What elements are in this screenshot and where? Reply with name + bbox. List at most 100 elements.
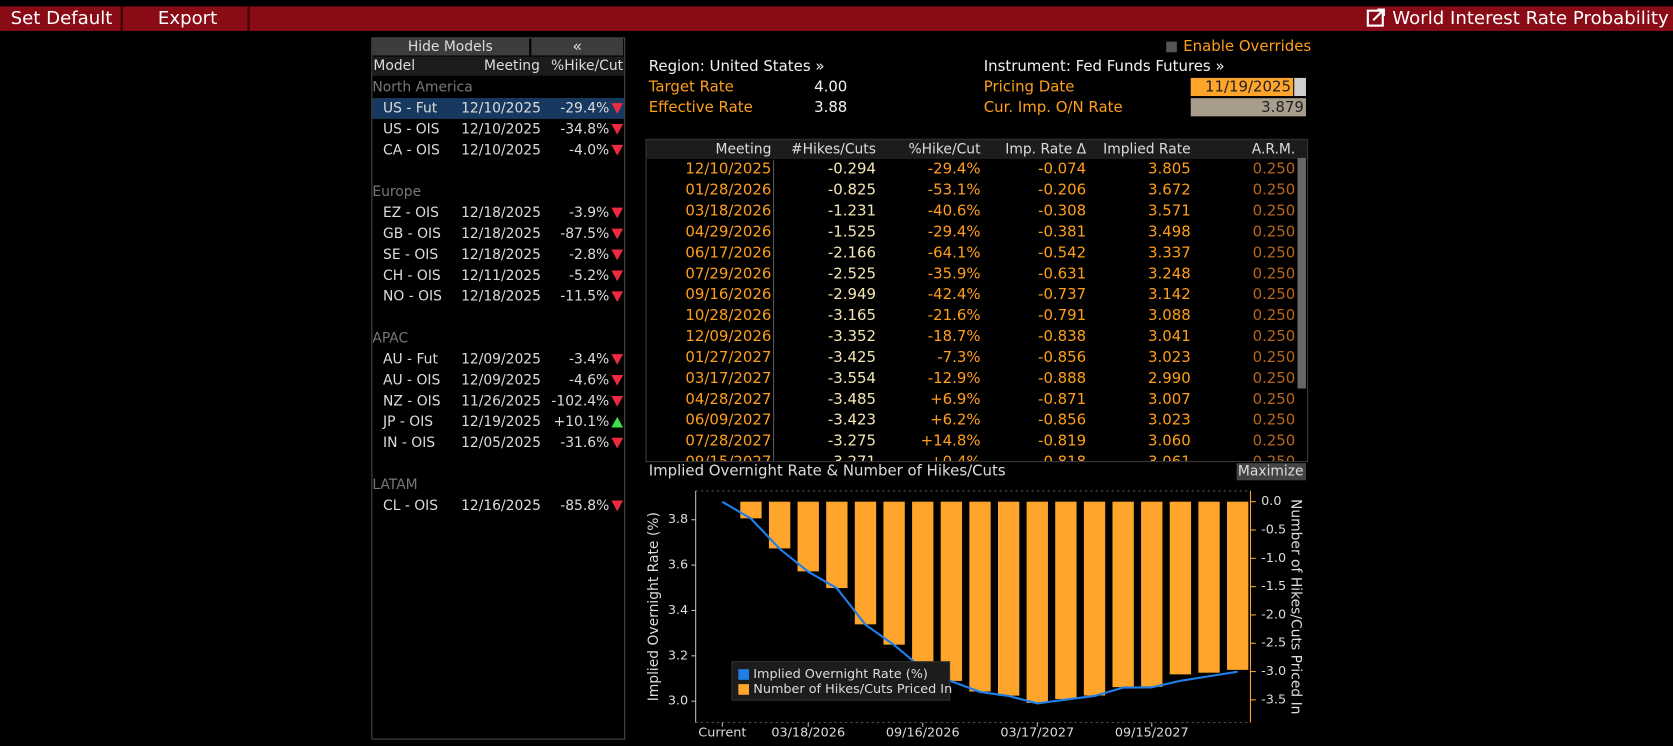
model-name[interactable]: NO - OIS — [383, 289, 442, 305]
bar — [855, 502, 876, 625]
table-cell: -3.275 — [828, 432, 876, 450]
model-name[interactable]: SE - OIS — [383, 247, 438, 263]
table-cell: 12/10/2025 — [685, 160, 771, 178]
table-cell: 0.250 — [1253, 306, 1296, 324]
model-name[interactable]: AU - OIS — [383, 372, 440, 388]
bar — [1084, 502, 1105, 696]
table-header-cell: Imp. Rate Δ — [1005, 141, 1086, 157]
hike-cut-pct: -34.8% — [560, 121, 609, 137]
group-label: North America — [372, 80, 472, 96]
overrides-checkbox[interactable] — [1166, 42, 1177, 53]
table-cell: 3.571 — [1148, 202, 1191, 220]
y-axis-title: Implied Overnight Rate (%) — [646, 512, 662, 701]
meeting-date: 12/18/2025 — [461, 205, 541, 221]
calendar-button[interactable] — [1294, 78, 1306, 96]
table-cell: -0.856 — [1038, 348, 1086, 366]
x-tick-label: Current — [698, 726, 746, 741]
table-cell: 01/27/2027 — [685, 348, 771, 366]
y2-tick-label: -3.0 — [1261, 664, 1286, 679]
bar — [1170, 502, 1191, 675]
hike-cut-pct: -2.8% — [569, 247, 609, 263]
hike-cut-pct: -4.0% — [569, 142, 609, 158]
region-selector[interactable]: Region: United States » — [649, 57, 825, 75]
group-label: APAC — [372, 331, 408, 347]
pricing-date[interactable]: 11/19/2025 — [1205, 78, 1291, 96]
group-label: Europe — [372, 184, 421, 200]
export-button[interactable]: Export — [158, 8, 217, 29]
instrument-selector[interactable]: Instrument: Fed Funds Futures » — [984, 57, 1225, 75]
model-name[interactable]: CH - OIS — [383, 268, 441, 284]
column-header: %Hike/Cut — [551, 58, 624, 74]
bar — [883, 502, 904, 645]
model-name[interactable]: AU - Fut — [383, 351, 438, 367]
table-cell: 3.248 — [1148, 264, 1191, 282]
table-cell: 04/28/2027 — [685, 390, 771, 408]
table-header-cell: %Hike/Cut — [908, 141, 981, 157]
bar — [1055, 502, 1076, 699]
hike-cut-pct: -85.8% — [560, 498, 609, 514]
table-cell: 0.250 — [1253, 390, 1296, 408]
table-cell: -0.294 — [828, 160, 876, 178]
table-cell: 0.250 — [1253, 181, 1296, 199]
model-name[interactable]: EZ - OIS — [383, 205, 439, 221]
set-default-button[interactable]: Set Default — [11, 8, 113, 29]
model-name[interactable]: CL - OIS — [383, 498, 438, 514]
model-name[interactable]: US - OIS — [383, 121, 440, 137]
model-name[interactable]: GB - OIS — [383, 226, 441, 242]
table-cell: -12.9% — [928, 369, 981, 387]
bar — [1027, 502, 1048, 703]
model-name[interactable]: CA - OIS — [383, 142, 440, 158]
y-tick-label: 3.2 — [668, 648, 688, 663]
hike-cut-pct: -3.4% — [569, 351, 609, 367]
table-cell: 3.007 — [1148, 390, 1191, 408]
table-cell: 3.023 — [1148, 348, 1191, 366]
bar — [998, 502, 1019, 696]
table-cell: -3.425 — [828, 348, 876, 366]
model-name[interactable]: NZ - OIS — [383, 393, 441, 409]
table-cell: -0.737 — [1038, 285, 1086, 303]
table-cell: -53.1% — [928, 181, 981, 199]
table-cell: 0.250 — [1253, 222, 1296, 240]
meeting-date: 12/10/2025 — [461, 121, 541, 137]
bar — [969, 502, 990, 692]
maximize-button[interactable]: Maximize — [1238, 464, 1304, 480]
table-cell: -64.1% — [928, 243, 981, 261]
x-tick-label: 09/15/2027 — [1115, 726, 1189, 741]
table-cell: 3.805 — [1148, 160, 1191, 178]
column-header: Meeting — [484, 58, 540, 74]
hike-cut-pct: -87.5% — [560, 226, 609, 242]
table-cell: -0.542 — [1038, 243, 1086, 261]
hike-cut-pct: -11.5% — [560, 289, 609, 305]
table-cell: 04/29/2026 — [685, 222, 771, 240]
meeting-date: 11/26/2025 — [461, 393, 541, 409]
table-cell: -2.949 — [828, 285, 876, 303]
y-tick-label: 3.8 — [668, 512, 688, 527]
scrollbar[interactable] — [1297, 158, 1306, 389]
table-cell: -0.825 — [828, 181, 876, 199]
table-cell: -3.352 — [828, 327, 876, 345]
model-name[interactable]: IN - OIS — [383, 435, 435, 451]
table-cell: 2.990 — [1148, 369, 1191, 387]
separator — [248, 6, 250, 31]
model-name[interactable]: US - Fut — [383, 100, 438, 116]
collapse-button[interactable]: « — [572, 36, 582, 55]
y2-tick-label: -1.0 — [1261, 551, 1286, 566]
table-cell: -0.838 — [1038, 327, 1086, 345]
overrides-label[interactable]: Enable Overrides — [1183, 37, 1311, 55]
table-cell: 3.672 — [1148, 181, 1191, 199]
legend-label: Implied Overnight Rate (%) — [753, 667, 928, 682]
x-tick-label: 03/17/2027 — [1000, 726, 1074, 741]
hide-models-button[interactable]: Hide Models — [408, 39, 493, 55]
table-cell: +14.8% — [921, 432, 981, 450]
y2-tick-label: -2.0 — [1261, 607, 1286, 622]
table-cell: 3.498 — [1148, 222, 1191, 240]
table-cell: -1.231 — [828, 202, 876, 220]
y-tick-label: 3.6 — [668, 558, 688, 573]
table-cell: -2.166 — [828, 243, 876, 261]
model-name[interactable]: JP - OIS — [382, 414, 433, 430]
table-cell: 3.041 — [1148, 327, 1191, 345]
table-cell: 0.250 — [1253, 160, 1296, 178]
table-cell: -0.381 — [1038, 222, 1086, 240]
table-cell: 0.250 — [1253, 411, 1296, 429]
